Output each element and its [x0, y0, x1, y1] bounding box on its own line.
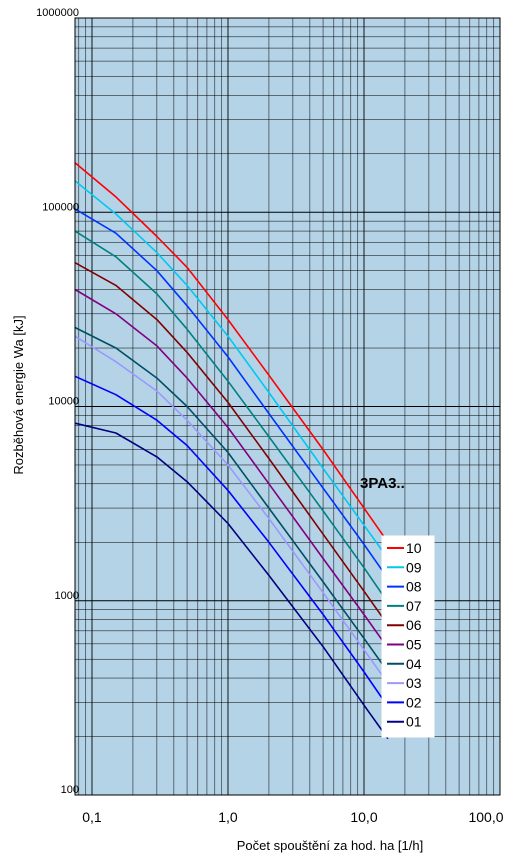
plot-frame [74, 17, 501, 796]
y-tick-label: 1000000 [36, 7, 79, 19]
legend-label-07: 07 [406, 598, 422, 614]
series-line-08 [74, 208, 389, 580]
y-tick-label: 100000 [42, 201, 79, 213]
legend-label-02: 02 [406, 694, 422, 710]
series-line-10 [74, 162, 389, 543]
legend-label-05: 05 [406, 637, 422, 653]
y-tick-label: 1000 [55, 590, 79, 602]
y-axis-label: Rozběhová energie Wa [kJ] [11, 315, 26, 474]
series-line-09 [74, 180, 389, 559]
series-line-03 [74, 335, 389, 684]
legend-label-06: 06 [406, 617, 422, 633]
legend-box [381, 535, 435, 738]
legend-label-09: 09 [406, 559, 422, 575]
series-line-04 [74, 326, 389, 673]
legend-label-04: 04 [406, 656, 422, 672]
series-line-02 [74, 375, 389, 708]
x-tick-labels: 0,1 1,0 10,0 100,0 [82, 809, 503, 825]
x-tick-label: 10,0 [350, 809, 377, 825]
series-line-07 [74, 230, 389, 603]
x-axis-label: Počet spouštění za hod. ha [1/h] [237, 838, 423, 853]
y-tick-labels: 100 1000 10000 100000 1000000 [36, 7, 79, 796]
legend-label-01: 01 [406, 714, 422, 730]
chart-annotation: 3PA3.. [360, 475, 405, 492]
legend-label-08: 08 [406, 579, 422, 595]
x-tick-label: 1,0 [218, 809, 238, 825]
legend-label-10: 10 [406, 540, 422, 556]
series-line-06 [74, 262, 389, 626]
legend: 10 09 08 07 06 05 04 03 02 01 [381, 535, 435, 738]
y-tick-label: 100 [61, 784, 79, 796]
x-tick-label: 100,0 [468, 809, 503, 825]
x-tick-label: 0,1 [82, 809, 102, 825]
series-line-05 [74, 288, 389, 649]
legend-label-03: 03 [406, 675, 422, 691]
series-lines [74, 162, 389, 740]
y-tick-label: 10000 [48, 396, 79, 408]
series-line-01 [74, 422, 389, 740]
